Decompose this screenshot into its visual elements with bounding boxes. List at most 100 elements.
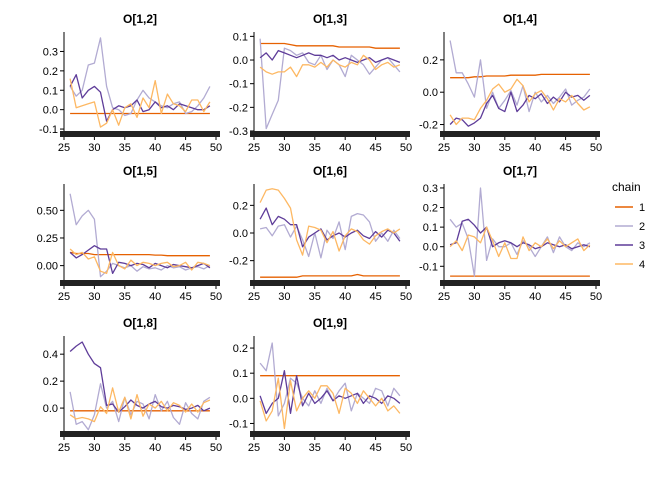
y-tick-label: -0.1 xyxy=(229,418,248,430)
y-tick-label: 0.0 xyxy=(233,393,248,405)
y-tick-label: -0.2 xyxy=(229,102,248,114)
x-tick-label: 40 xyxy=(529,291,541,303)
x-tick-label: 45 xyxy=(369,291,381,303)
y-tick-label: 0.0 xyxy=(43,403,58,415)
y-tick-label: 0.50 xyxy=(37,205,58,217)
y-tick-label: 0.00 xyxy=(37,261,58,273)
y-tick-label: 0.0 xyxy=(233,228,248,240)
x-tick-label: 45 xyxy=(559,142,571,154)
x-axis-bar xyxy=(60,131,220,137)
x-tick-label: 30 xyxy=(88,442,100,454)
panel-5: O[1,6] -0.2 0.0 0.2 25 30 35 40 45 50 xyxy=(229,164,412,303)
legend-label: 3 xyxy=(639,240,645,252)
x-tick-label: 45 xyxy=(369,442,381,454)
series-line-chain-4 xyxy=(449,78,591,126)
x-axis-bar xyxy=(250,131,410,137)
x-tick-label: 35 xyxy=(309,142,321,154)
panel-7: O[1,8] 0.0 0.2 0.4 25 30 35 40 45 50 xyxy=(43,316,222,454)
y-tick-label: 0.25 xyxy=(37,233,58,245)
x-tick-label: 35 xyxy=(309,291,321,303)
series-line-chain-3 xyxy=(259,49,401,64)
panel-title: O[1,6] xyxy=(313,164,347,178)
x-tick-label: 40 xyxy=(149,442,161,454)
y-tick-label: -0.1 xyxy=(39,124,58,136)
y-tick-label: 0.2 xyxy=(233,200,248,212)
x-axis-bar xyxy=(250,431,410,437)
x-axis-bar xyxy=(440,280,600,286)
x-tick-label: 25 xyxy=(438,142,450,154)
series-line-chain-4 xyxy=(69,387,211,423)
x-axis-bar xyxy=(440,131,600,137)
x-tick-label: 25 xyxy=(248,142,260,154)
y-tick-label: 0.2 xyxy=(43,66,58,78)
x-tick-label: 25 xyxy=(438,291,450,303)
x-tick-label: 30 xyxy=(278,291,290,303)
series-line-chain-3 xyxy=(259,207,401,248)
x-tick-label: 40 xyxy=(339,291,351,303)
series-line-chain-4 xyxy=(69,78,211,128)
panel-title: O[1,5] xyxy=(123,164,157,178)
legend-title: chain xyxy=(612,180,641,194)
x-tick-label: 50 xyxy=(590,142,602,154)
x-tick-label: 30 xyxy=(88,291,100,303)
x-tick-label: 30 xyxy=(88,142,100,154)
legend-label: 4 xyxy=(639,259,645,271)
x-tick-label: 25 xyxy=(248,442,260,454)
x-tick-label: 45 xyxy=(179,442,191,454)
series-line-chain-2 xyxy=(259,38,401,130)
series-line-chain-2 xyxy=(449,40,591,113)
y-tick-label: 0.1 xyxy=(43,85,58,97)
series-line-chain-2 xyxy=(69,37,211,117)
x-axis-bar xyxy=(60,280,220,286)
panel-title: O[1,3] xyxy=(313,12,347,26)
y-tick-label: 0.0 xyxy=(43,105,58,117)
x-tick-label: 50 xyxy=(210,442,222,454)
x-tick-label: 25 xyxy=(58,291,70,303)
y-tick-label: 0.0 xyxy=(233,55,248,67)
y-tick-label: 0.2 xyxy=(233,343,248,355)
legend-label: 1 xyxy=(639,202,645,214)
x-tick-label: 40 xyxy=(149,291,161,303)
series-line-chain-4 xyxy=(449,226,591,260)
y-tick-label: 0.1 xyxy=(423,222,438,234)
panel-3: O[1,4] -0.2 0.0 0.2 25 30 35 40 45 50 xyxy=(419,12,602,154)
x-tick-label: 30 xyxy=(468,291,480,303)
x-tick-label: 25 xyxy=(58,442,70,454)
x-tick-label: 50 xyxy=(210,142,222,154)
legend-label: 2 xyxy=(639,221,645,233)
series-line-chain-1 xyxy=(260,42,400,49)
y-tick-label: 0.3 xyxy=(43,46,58,58)
panel-8: O[1,9] -0.1 0.0 0.1 0.2 25 30 35 40 45 50 xyxy=(229,316,412,454)
series-line-chain-1 xyxy=(260,273,400,278)
panel-title: O[1,2] xyxy=(123,12,157,26)
x-tick-label: 30 xyxy=(278,142,290,154)
series-line-chain-3 xyxy=(449,91,591,127)
series-line-chain-4 xyxy=(259,54,401,78)
series-line-chain-1 xyxy=(450,73,590,79)
series-line-chain-3 xyxy=(69,341,211,413)
x-tick-label: 30 xyxy=(468,142,480,154)
y-tick-label: 0.2 xyxy=(43,376,58,388)
panel-4: O[1,5] 0.00 0.25 0.50 25 30 35 40 45 50 xyxy=(37,164,223,303)
x-tick-label: 40 xyxy=(339,142,351,154)
series-line-chain-4 xyxy=(69,248,211,275)
panel-2: O[1,3] -0.3 -0.2 -0.1 0.0 0.1 25 30 35 40 45 50 xyxy=(229,12,412,154)
x-tick-label: 40 xyxy=(149,142,161,154)
x-tick-label: 25 xyxy=(248,291,260,303)
y-tick-label: 0.2 xyxy=(423,203,438,215)
series-line-chain-4 xyxy=(259,188,401,256)
x-tick-label: 45 xyxy=(369,142,381,154)
y-tick-label: -0.3 xyxy=(229,126,248,138)
series-line-chain-3 xyxy=(69,74,211,122)
x-tick-label: 50 xyxy=(400,442,412,454)
series-line-chain-4 xyxy=(259,377,401,430)
legend: chain 1 2 3 4 xyxy=(612,180,645,271)
panel-title: O[1,8] xyxy=(123,316,157,330)
x-tick-label: 50 xyxy=(400,142,412,154)
y-tick-label: 0.4 xyxy=(43,349,58,361)
panel-1: O[1,2] -0.1 0.0 0.1 0.2 0.3 25 30 35 40 45 50 xyxy=(39,12,222,154)
y-tick-label: -0.2 xyxy=(419,120,438,132)
y-tick-label: -0.2 xyxy=(229,256,248,268)
x-tick-label: 50 xyxy=(590,291,602,303)
y-tick-label: 0.0 xyxy=(423,242,438,254)
